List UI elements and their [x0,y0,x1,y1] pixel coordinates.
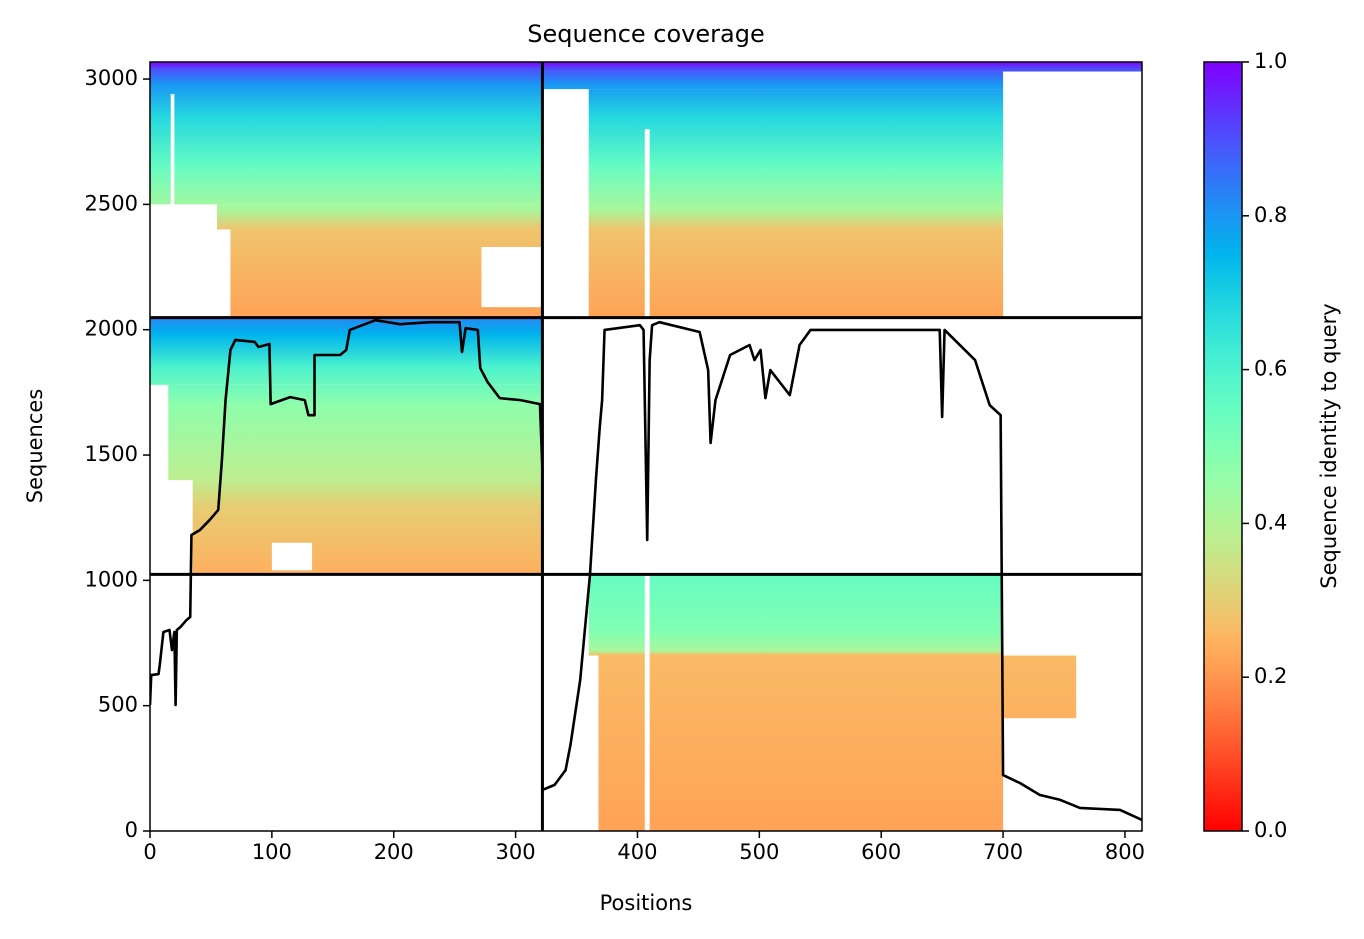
coverage-block [598,655,1004,831]
x-tick-label: 500 [739,840,779,864]
x-tick-label: 800 [1105,840,1145,864]
colorbar-label: Sequence identity to query [1317,303,1341,588]
x-tick-label: 600 [861,840,901,864]
coverage-block [542,71,1004,90]
coverage-line [150,318,1142,822]
x-tick-label: 400 [617,840,657,864]
coverage-block [588,574,1004,656]
plot-frame [149,61,1143,832]
coverage-block [588,89,1004,318]
y-tick-label: 3000 [85,66,138,90]
y-tick-label: 2500 [85,191,138,215]
y-tick-label: 2000 [85,317,138,341]
colorbar-tick-label: 0.0 [1254,818,1287,842]
y-tick-label: 1000 [85,567,138,591]
x-axis-label: Positions [600,891,693,915]
colorbar-tick-label: 0.4 [1254,510,1287,534]
colorbar-tick-label: 0.8 [1254,203,1287,227]
coverage-block [192,480,543,575]
colorbar-tick-label: 0.2 [1254,664,1287,688]
x-tick-label: 200 [374,840,414,864]
coverage-block [1003,655,1077,719]
x-tick-label: 100 [252,840,292,864]
x-tick-label: 700 [983,840,1023,864]
coverage-block [168,384,543,481]
colorbar-tick-label: 0.6 [1254,357,1287,381]
coverage-block [217,204,543,230]
colorbar-tick-label: 1.0 [1254,49,1287,73]
y-tick-label: 500 [98,693,138,717]
plot-area [150,62,1142,831]
y-tick-label: 0 [125,818,138,842]
coverage-gap [644,129,650,318]
x-tick-label: 300 [496,840,536,864]
y-tick-label: 1500 [85,442,138,466]
chart-title: Sequence coverage [527,20,764,48]
colorbar [1203,61,1243,832]
coverage-gap [644,574,650,831]
x-tick-label: 0 [143,840,156,864]
coverage-block [150,62,543,205]
coverage-gap [271,542,313,571]
y-axis-label: Sequences [23,389,47,504]
coverage-gap [481,246,543,308]
coverage-gap [170,94,175,210]
coverage-block [542,62,1142,72]
